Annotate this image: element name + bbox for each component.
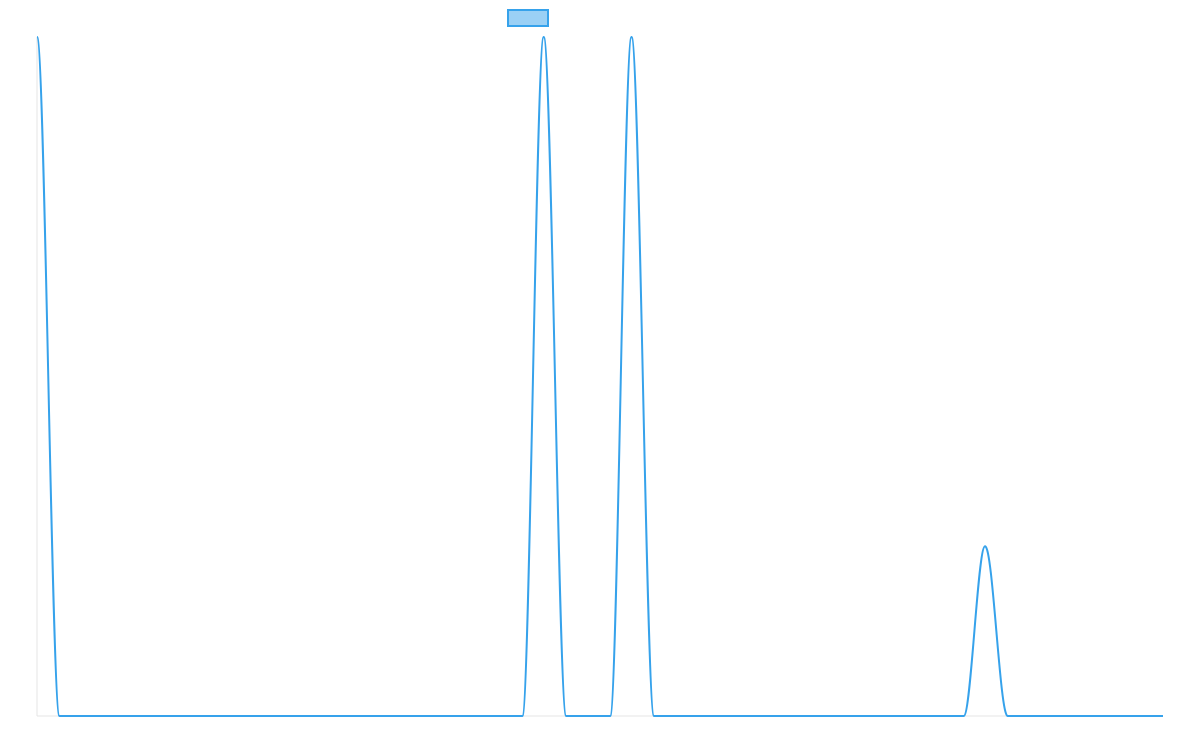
series-line-0	[36, 36, 1163, 717]
series-layer	[36, 36, 1163, 717]
legend-swatch[interactable]	[507, 9, 549, 27]
legend[interactable]	[507, 9, 549, 27]
